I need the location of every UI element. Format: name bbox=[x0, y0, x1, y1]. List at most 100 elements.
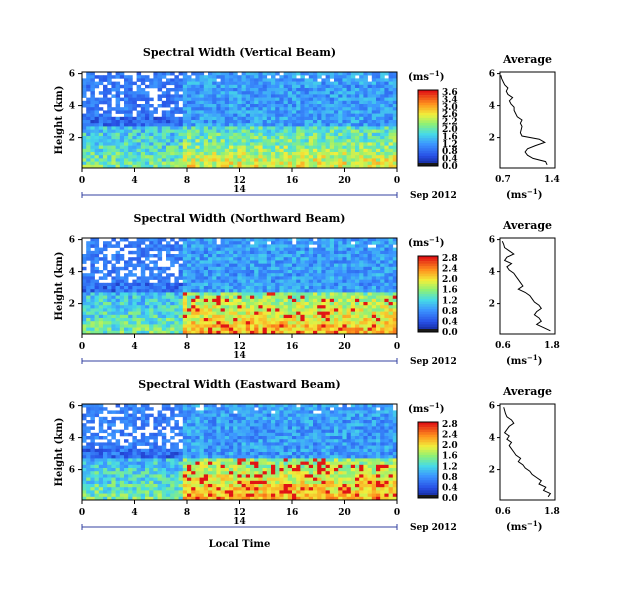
heatmap-cell bbox=[128, 416, 133, 421]
heatmap-cell bbox=[153, 139, 158, 143]
heatmap-cell bbox=[103, 330, 108, 335]
heatmap-cell bbox=[182, 247, 188, 252]
heatmap-cell bbox=[115, 493, 121, 498]
heatmap-cell bbox=[166, 327, 171, 332]
heatmap-cell bbox=[376, 113, 381, 118]
heatmap-cell bbox=[254, 324, 259, 328]
heatmap-cell bbox=[94, 448, 100, 453]
heatmap-cell bbox=[107, 302, 112, 306]
heatmap-cell bbox=[321, 129, 326, 134]
heatmap-cell bbox=[262, 139, 268, 143]
heatmap-cell bbox=[342, 129, 347, 134]
heatmap-cell bbox=[388, 238, 394, 242]
heatmap-cell bbox=[212, 327, 217, 332]
heatmap-cell bbox=[119, 493, 125, 498]
colorbar-swatch bbox=[418, 291, 438, 295]
heatmap-cell bbox=[317, 241, 322, 245]
heatmap-cell bbox=[388, 104, 394, 108]
heatmap-cell bbox=[229, 142, 234, 146]
heatmap-cell bbox=[132, 455, 137, 459]
heatmap-cell bbox=[136, 439, 142, 443]
heatmap-cell bbox=[103, 84, 108, 89]
heatmap-cell bbox=[334, 292, 339, 296]
heatmap-cell bbox=[212, 120, 217, 124]
heatmap-cell bbox=[367, 282, 373, 287]
average-x-tick-label: 1.4 bbox=[544, 175, 560, 185]
heatmap-cells bbox=[82, 404, 398, 501]
heatmap-cell bbox=[124, 452, 129, 456]
heatmap-cell bbox=[317, 155, 322, 159]
heatmap-cell bbox=[325, 129, 331, 134]
heatmap-cell bbox=[94, 145, 100, 150]
heatmap-cell bbox=[283, 302, 289, 306]
heatmap-cell bbox=[208, 266, 213, 271]
heatmap-cell bbox=[334, 139, 339, 143]
heatmap-cell bbox=[292, 260, 297, 264]
heatmap-cell bbox=[157, 282, 163, 287]
heatmap-cell bbox=[329, 238, 335, 242]
colorbar-swatch bbox=[418, 304, 438, 307]
heatmap-cell bbox=[355, 238, 360, 242]
heatmap-cell bbox=[94, 120, 100, 124]
heatmap-cell bbox=[191, 270, 196, 274]
heatmap-cell bbox=[182, 164, 188, 169]
heatmap-cell bbox=[220, 282, 226, 287]
heatmap-cell bbox=[94, 266, 100, 271]
heatmap-cell bbox=[119, 292, 125, 296]
heatmap-cell bbox=[128, 104, 133, 108]
heatmap-cell bbox=[119, 116, 125, 121]
heatmap-cell bbox=[195, 250, 200, 255]
heatmap-cell bbox=[111, 254, 116, 258]
heatmap-cell bbox=[132, 161, 137, 166]
heatmap-cell bbox=[111, 139, 116, 143]
x-tick-label: 4 bbox=[131, 342, 137, 352]
heatmap-cell bbox=[187, 282, 192, 287]
heatmap-cell bbox=[233, 327, 238, 332]
heatmap-cell bbox=[157, 97, 163, 102]
heatmap-cell bbox=[233, 145, 238, 150]
heatmap-cell bbox=[90, 477, 95, 482]
heatmap-cell bbox=[342, 139, 347, 143]
heatmap-cell bbox=[245, 91, 251, 95]
heatmap-cell bbox=[283, 244, 289, 248]
heatmap-cell bbox=[342, 298, 347, 303]
heatmap-cell bbox=[313, 295, 318, 300]
heatmap-cell bbox=[90, 100, 95, 105]
heatmap-cell bbox=[258, 298, 263, 303]
heatmap-cell bbox=[191, 289, 196, 293]
heatmap-cell bbox=[82, 257, 87, 261]
heatmap-cell bbox=[178, 270, 184, 274]
heatmap-cell bbox=[90, 311, 95, 316]
heatmap-cell bbox=[346, 247, 352, 252]
heatmap-cell bbox=[287, 273, 293, 277]
heatmap-cell bbox=[266, 289, 272, 293]
heatmap-cell bbox=[161, 311, 167, 316]
heatmap-cell bbox=[191, 263, 196, 268]
heatmap-cell bbox=[94, 97, 100, 102]
heatmap-cell bbox=[82, 120, 87, 124]
heatmap-cell bbox=[245, 152, 251, 156]
heatmap-cell bbox=[229, 314, 234, 319]
heatmap-cell bbox=[140, 158, 146, 162]
heatmap-cell bbox=[317, 254, 322, 258]
heatmap-cell bbox=[174, 330, 179, 335]
heatmap-cell bbox=[111, 257, 116, 261]
heatmap-cell bbox=[271, 298, 276, 303]
heatmap-cell bbox=[342, 145, 347, 150]
heatmap-cell bbox=[216, 84, 221, 89]
heatmap-cell bbox=[363, 84, 368, 89]
heatmap-cell bbox=[392, 152, 398, 156]
heatmap-cell bbox=[350, 158, 356, 162]
heatmap-cell bbox=[275, 279, 280, 284]
heatmap-cell bbox=[334, 88, 339, 92]
heatmap-cell bbox=[355, 257, 360, 261]
heatmap-cell bbox=[140, 458, 146, 462]
heatmap-cell bbox=[317, 136, 322, 140]
heatmap-cell bbox=[283, 145, 289, 150]
heatmap-cell bbox=[325, 270, 331, 274]
heatmap-cell bbox=[182, 327, 188, 332]
heatmap-cell bbox=[229, 123, 234, 127]
heatmap-cell bbox=[203, 250, 209, 255]
heatmap-cell bbox=[132, 129, 137, 134]
heatmap-cell bbox=[90, 254, 95, 258]
